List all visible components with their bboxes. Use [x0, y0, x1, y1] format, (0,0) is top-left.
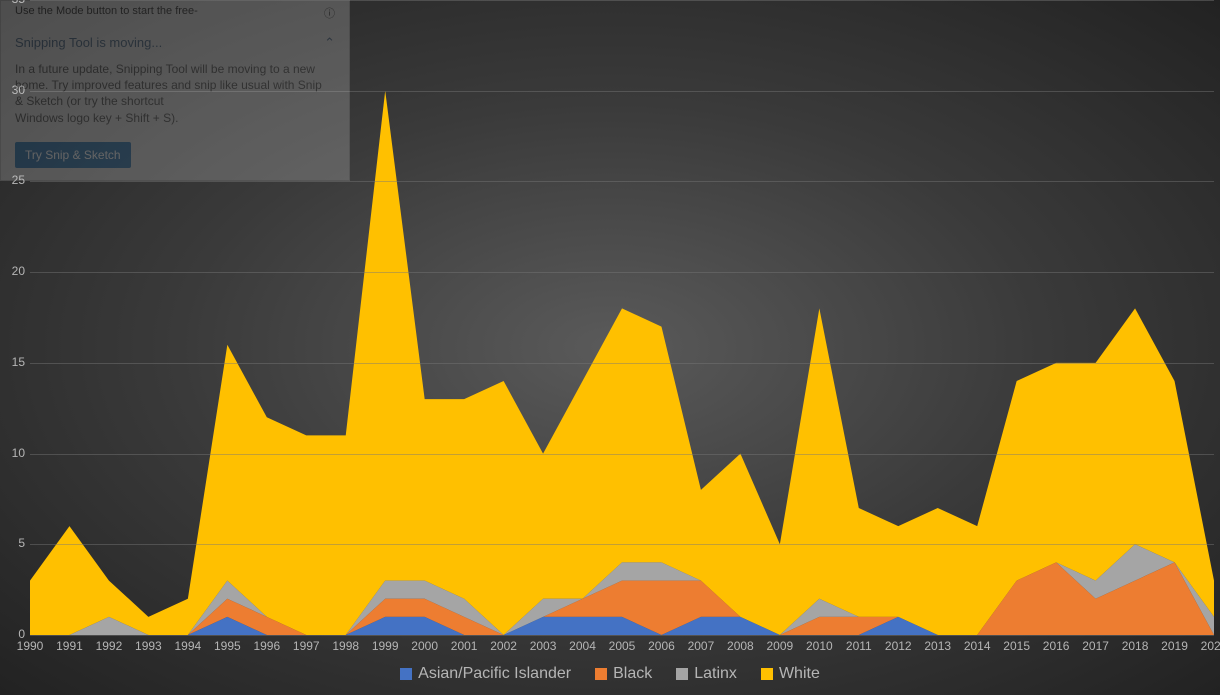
x-tick-label: 2013	[924, 639, 951, 653]
x-tick-label: 2019	[1161, 639, 1188, 653]
legend-label: Black	[613, 665, 652, 683]
x-tick-label: 1996	[253, 639, 280, 653]
y-tick-label: 5	[0, 536, 25, 550]
x-tick-label: 1995	[214, 639, 241, 653]
x-tick-label: 2000	[411, 639, 438, 653]
legend: Asian/Pacific Islander Black Latinx White	[0, 665, 1220, 683]
x-tick-label: 2001	[451, 639, 478, 653]
info-icon: ⓘ	[324, 5, 335, 21]
overlay-top-text: Use the Mode button to start the free-	[15, 5, 198, 21]
x-tick-label: 2018	[1122, 639, 1149, 653]
y-tick-label: 15	[0, 355, 25, 369]
legend-swatch-icon	[400, 668, 412, 680]
legend-swatch-icon	[761, 668, 773, 680]
x-tick-label: 2015	[1003, 639, 1030, 653]
x-tick-label: 2002	[490, 639, 517, 653]
x-tick-label: 2007	[688, 639, 715, 653]
legend-label: Latinx	[694, 665, 737, 683]
x-tick-label: 1999	[372, 639, 399, 653]
x-tick-label: 2011	[846, 639, 872, 653]
overlay-title: Snipping Tool is moving...	[15, 35, 162, 51]
overlay-body: In a future update, Snipping Tool will b…	[1, 61, 349, 136]
x-tick-label: 1993	[135, 639, 162, 653]
x-tick-label: 2014	[964, 639, 991, 653]
overlay-line: Windows logo key + Shift + S).	[15, 110, 335, 126]
x-tick-label: 2008	[727, 639, 754, 653]
x-tick-label: 2016	[1043, 639, 1070, 653]
overlay-line: home. Try improved features and snip lik…	[15, 77, 335, 93]
x-tick-label: 2017	[1082, 639, 1109, 653]
chevron-up-icon: ⌃	[324, 35, 335, 51]
x-tick-label: 1997	[293, 639, 320, 653]
legend-item: Black	[595, 665, 652, 683]
snipping-tool-overlay: Use the Mode button to start the free- ⓘ…	[0, 0, 350, 181]
legend-label: Asian/Pacific Islander	[418, 665, 571, 683]
x-tick-label: 2012	[885, 639, 912, 653]
x-tick-label: 2020	[1201, 639, 1220, 653]
x-tick-label: 1991	[56, 639, 83, 653]
x-tick-label: 1998	[332, 639, 359, 653]
x-tick-label: 2006	[648, 639, 675, 653]
legend-item: Asian/Pacific Islander	[400, 665, 571, 683]
x-tick-label: 2010	[806, 639, 833, 653]
y-tick-label: 10	[0, 446, 25, 460]
legend-item: Latinx	[676, 665, 737, 683]
legend-swatch-icon	[676, 668, 688, 680]
x-tick-label: 2009	[767, 639, 794, 653]
x-tick-label: 2003	[530, 639, 557, 653]
overlay-line: In a future update, Snipping Tool will b…	[15, 61, 335, 77]
x-tick-label: 1994	[175, 639, 202, 653]
legend-item: White	[761, 665, 820, 683]
legend-label: White	[779, 665, 820, 683]
y-tick-label: 20	[0, 264, 25, 278]
try-snip-sketch-button[interactable]: Try Snip & Sketch	[15, 142, 131, 168]
overlay-line: & Sketch (or try the shortcut	[15, 93, 335, 109]
legend-swatch-icon	[595, 668, 607, 680]
x-tick-label: 2004	[569, 639, 596, 653]
x-tick-label: 2005	[609, 639, 636, 653]
x-tick-label: 1992	[96, 639, 123, 653]
x-tick-label: 1990	[17, 639, 44, 653]
